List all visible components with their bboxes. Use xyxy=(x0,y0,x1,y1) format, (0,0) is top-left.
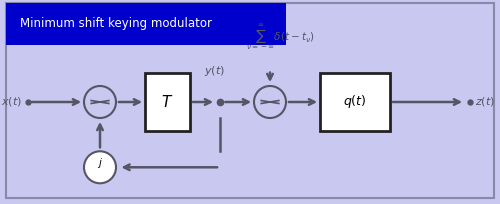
Text: $j$: $j$ xyxy=(97,156,103,170)
FancyBboxPatch shape xyxy=(6,3,494,198)
Ellipse shape xyxy=(84,86,116,118)
Text: $\sum_{\nu=-\infty}^{\infty} \delta(t - t_\nu)$: $\sum_{\nu=-\infty}^{\infty} \delta(t - … xyxy=(246,22,314,52)
Text: $y(t)$: $y(t)$ xyxy=(204,63,226,78)
FancyBboxPatch shape xyxy=(6,3,286,45)
Text: $q(t)$: $q(t)$ xyxy=(343,93,367,111)
Ellipse shape xyxy=(254,86,286,118)
Text: $x(t)$: $x(t)$ xyxy=(2,95,22,109)
Text: Minimum shift keying modulator: Minimum shift keying modulator xyxy=(20,17,212,30)
FancyBboxPatch shape xyxy=(320,73,390,131)
FancyBboxPatch shape xyxy=(145,73,190,131)
Ellipse shape xyxy=(84,151,116,183)
Text: $z(t)$: $z(t)$ xyxy=(475,95,495,109)
Text: $T$: $T$ xyxy=(162,94,173,110)
